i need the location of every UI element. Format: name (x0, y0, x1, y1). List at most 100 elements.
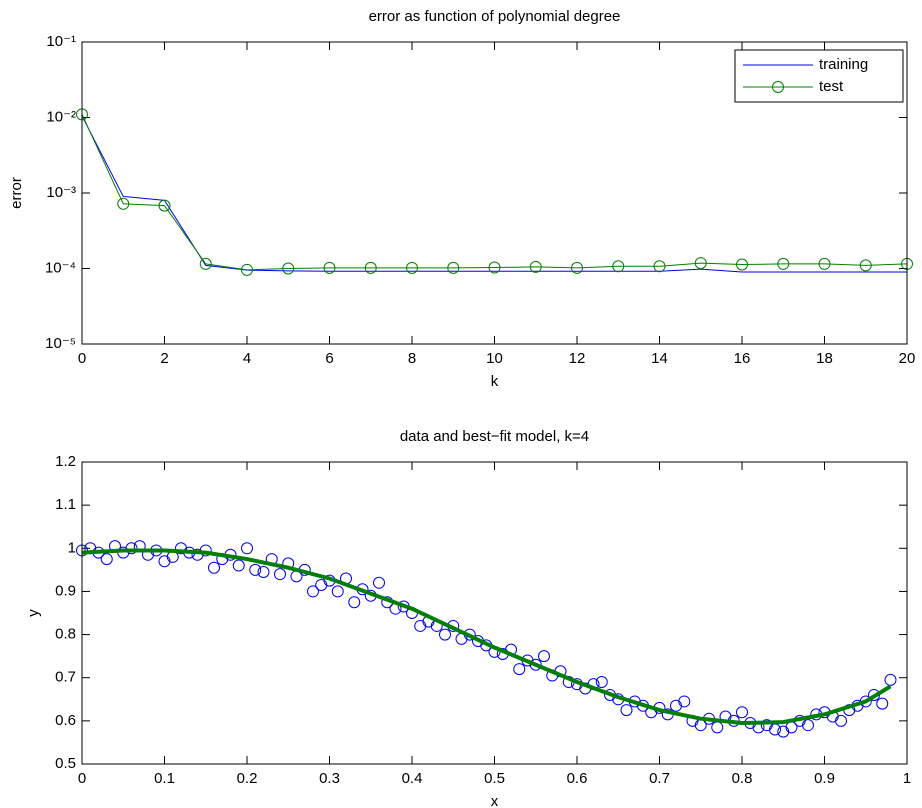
marker (447, 261, 460, 274)
marker (241, 542, 253, 555)
marker (488, 261, 501, 274)
marker (414, 619, 427, 632)
series-line (81, 114, 908, 271)
marker (678, 695, 691, 708)
marker (769, 723, 781, 736)
x-tick-label: 0.9 (814, 770, 835, 787)
x-tick-label: 1 (903, 770, 911, 787)
marker (876, 697, 889, 710)
y-axis-label: error (8, 177, 25, 209)
marker (711, 721, 724, 734)
marker (208, 561, 220, 574)
y-tick-label: 10⁻² (46, 108, 76, 125)
x-tick-label: 0 (78, 350, 86, 367)
marker (439, 628, 451, 641)
x-tick-label: 18 (816, 350, 833, 367)
marker (653, 260, 666, 273)
y-tick-label: 0.8 (55, 626, 76, 643)
x-tick-label: 16 (734, 350, 751, 367)
x-tick-label: 0.7 (649, 770, 670, 787)
marker (274, 568, 286, 581)
marker (158, 555, 171, 568)
marker (307, 585, 319, 598)
marker (117, 197, 130, 210)
y-tick-label: 0.6 (55, 712, 76, 729)
marker (802, 719, 814, 732)
x-tick-label: 0.6 (567, 770, 588, 787)
x-tick-label: 0.8 (732, 770, 753, 787)
marker (884, 673, 897, 686)
axes-frame (81, 461, 908, 765)
series-line (81, 115, 907, 273)
marker (158, 199, 171, 212)
marker (323, 261, 336, 274)
marker (100, 553, 113, 566)
x-tick-label: 20 (899, 350, 916, 367)
x-tick-label: 2 (160, 350, 168, 367)
legend-label: training (819, 56, 868, 73)
y-tick-label: 0.7 (55, 669, 76, 686)
axes-frame (81, 41, 908, 345)
x-tick-label: 0.2 (237, 770, 258, 787)
x-tick-label: 4 (243, 350, 251, 367)
x-tick-label: 6 (325, 350, 333, 367)
y-tick-label: 1.2 (55, 453, 76, 470)
y-tick-label: 10⁻⁴ (45, 259, 76, 276)
marker (257, 566, 270, 579)
chart-title: error as function of polynomial degree (369, 8, 621, 25)
x-axis-label: x (491, 793, 499, 808)
chart: data and best−fit model, k=4 x y 0 0.1 0.2 0.3… (25, 428, 911, 808)
marker (529, 658, 542, 671)
y-tick-label: 10⁻⁵ (45, 335, 76, 352)
marker (406, 261, 418, 274)
marker (736, 706, 748, 719)
chart: error as function of polynomial degree k e… (8, 8, 915, 390)
y-tick-label: 1.1 (55, 496, 76, 513)
marker (818, 257, 831, 270)
x-tick-label: 0.3 (319, 770, 340, 787)
marker (835, 714, 847, 727)
x-tick-label: 10 (486, 350, 503, 367)
x-axis-label: k (491, 373, 499, 390)
marker (199, 257, 212, 270)
x-tick-label: 14 (651, 350, 668, 367)
marker (232, 559, 245, 572)
marker (364, 261, 377, 274)
legend-marker (772, 81, 784, 93)
x-tick-label: 12 (569, 350, 586, 367)
marker (282, 262, 295, 275)
marker (777, 257, 790, 270)
series-line (81, 548, 892, 726)
marker (612, 260, 625, 273)
marker (777, 725, 790, 738)
marker (694, 257, 707, 270)
marker (620, 704, 633, 717)
marker (331, 585, 344, 598)
marker (670, 699, 682, 712)
marker (538, 650, 550, 663)
x-tick-label: 0.4 (402, 770, 423, 787)
x-tick-label: 0 (78, 770, 86, 787)
y-tick-label: 0.5 (55, 755, 76, 772)
marker (513, 663, 526, 676)
marker (373, 576, 385, 589)
y-tick-label: 1 (68, 539, 76, 556)
marker (241, 263, 253, 276)
marker (571, 261, 583, 274)
y-tick-label: 10⁻³ (46, 184, 76, 201)
marker (859, 259, 872, 272)
marker (348, 596, 361, 609)
y-tick-label: 0.9 (55, 582, 76, 599)
chart-title: data and best−fit model, k=4 (400, 428, 589, 445)
marker (595, 676, 608, 689)
marker (315, 578, 328, 591)
marker (529, 260, 542, 273)
x-tick-label: 0.1 (154, 770, 175, 787)
x-tick-label: 0.5 (484, 770, 505, 787)
marker (249, 563, 262, 576)
legend-box (734, 49, 904, 103)
x-tick-label: 8 (408, 350, 416, 367)
marker (736, 258, 748, 271)
y-tick-label: 10⁻¹ (46, 33, 76, 50)
